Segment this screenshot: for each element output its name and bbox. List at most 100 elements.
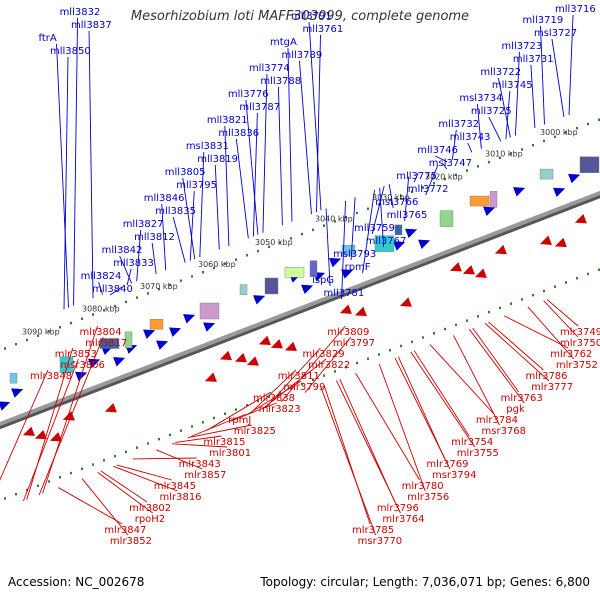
gene-label[interactable]: msl3734	[459, 93, 502, 104]
gene-label[interactable]: mll3765	[387, 210, 428, 221]
gene-label[interactable]: mll3791	[291, 11, 332, 22]
marker-dot-bottom	[48, 480, 50, 483]
gene-label[interactable]: mll3722	[480, 67, 521, 78]
gene-label[interactable]: msl3727	[534, 28, 577, 39]
gene-label[interactable]: mll3812	[134, 232, 175, 243]
gene-label[interactable]: mtgA	[270, 37, 297, 48]
gene-label[interactable]: mlr3755	[457, 448, 499, 459]
gene-label[interactable]: ispG	[312, 275, 334, 286]
gene-label[interactable]: mlr3762	[550, 349, 592, 360]
gene-label[interactable]: mlr3777	[531, 382, 573, 393]
gene-label[interactable]: rpoH2	[135, 514, 165, 525]
gene-label[interactable]: mlr3780	[402, 481, 444, 492]
gene-label[interactable]: mlr3785	[352, 525, 394, 536]
kbp-tick-label: 3020 kbp	[425, 172, 463, 181]
gene-label[interactable]: mlr3756	[407, 492, 449, 503]
gene-label[interactable]: msl3766	[375, 197, 418, 208]
feature-block	[239, 284, 248, 295]
gene-label[interactable]: mlr3853	[55, 349, 97, 360]
gene-label[interactable]: mlr3809	[327, 327, 369, 338]
gene-label[interactable]: mll3795	[176, 180, 217, 191]
gene-label[interactable]: mll3846	[144, 193, 185, 204]
gene-label[interactable]: mll3775	[396, 171, 437, 182]
gene-label[interactable]: mll3850	[50, 46, 91, 57]
gene-label[interactable]: msl3793	[333, 249, 376, 260]
gene-label[interactable]: msl3747	[429, 158, 472, 169]
gene-label[interactable]: mlr3801	[209, 448, 251, 459]
gene-label[interactable]: msr3806	[60, 360, 105, 371]
marker-dot-top	[356, 211, 358, 215]
gene-label[interactable]: mlr3822	[308, 360, 350, 371]
gene-label[interactable]: mll3819	[197, 154, 238, 165]
gene-label[interactable]: mlr3804	[80, 327, 122, 338]
gene-label[interactable]: rpmF	[345, 262, 371, 273]
gene-label[interactable]: msr3794	[432, 470, 477, 481]
gene-label[interactable]: mll3719	[522, 15, 563, 26]
gene-label[interactable]: mll3824	[81, 271, 122, 282]
gene-label[interactable]: mlr3857	[184, 470, 226, 481]
gene-label[interactable]: mll3789	[281, 50, 322, 61]
gene-label[interactable]: mll3772	[408, 184, 449, 195]
gene-label[interactable]: mll3837	[71, 20, 112, 31]
gene-label[interactable]: mll3788	[260, 76, 301, 87]
gene-label[interactable]: mlr3799	[283, 382, 325, 393]
reverse-gene-arrow	[258, 335, 271, 346]
feature-block	[489, 191, 498, 208]
gene-label[interactable]: mll3833	[113, 258, 154, 269]
gene-label[interactable]: msr3768	[482, 426, 527, 437]
gene-label[interactable]: mlr3838	[253, 393, 295, 404]
gene-label[interactable]: mll3781	[324, 288, 365, 299]
gene-label[interactable]: mlr3817	[85, 338, 127, 349]
gene-label[interactable]: mll3832	[60, 7, 101, 18]
gene-label[interactable]: mll3835	[155, 206, 196, 217]
gene-label[interactable]: rpmJ	[228, 415, 251, 426]
gene-label[interactable]: mlr3763	[501, 393, 543, 404]
gene-label-connector	[568, 14, 574, 115]
gene-label[interactable]: mlr3750	[560, 338, 600, 349]
gene-label[interactable]: mlr3852	[110, 536, 152, 547]
gene-label[interactable]: mll3842	[102, 245, 143, 256]
gene-label[interactable]: mll3745	[492, 80, 533, 91]
gene-label[interactable]: mll3827	[123, 219, 164, 230]
gene-label[interactable]: mlr3797	[333, 338, 375, 349]
gene-label[interactable]: mll3725	[471, 106, 512, 117]
gene-label[interactable]: mll3732	[438, 119, 479, 130]
gene-label[interactable]: mlr3802	[129, 503, 171, 514]
gene-label[interactable]: ftrA	[39, 33, 57, 44]
gene-label[interactable]: mlr3786	[525, 371, 567, 382]
gene-label[interactable]: mlr3847	[104, 525, 146, 536]
gene-label[interactable]: msl3831	[186, 141, 229, 152]
gene-label[interactable]: mlr3749	[560, 327, 600, 338]
gene-label[interactable]: mlr3829	[303, 349, 345, 360]
gene-label[interactable]: mlr3764	[382, 514, 424, 525]
gene-label[interactable]: mll3746	[417, 145, 458, 156]
gene-label[interactable]: mll3761	[303, 24, 344, 35]
marker-dot-bottom	[433, 332, 435, 335]
gene-label[interactable]: mll3787	[239, 102, 280, 113]
gene-label[interactable]: mlr3752	[556, 360, 598, 371]
gene-label[interactable]: mll3776	[228, 89, 269, 100]
gene-label[interactable]: pgk	[506, 404, 525, 415]
gene-label[interactable]: mll3723	[501, 41, 542, 52]
gene-label[interactable]: mlr3815	[203, 437, 245, 448]
gene-label[interactable]: mll3767	[366, 236, 407, 247]
gene-label[interactable]: mlr3825	[234, 426, 276, 437]
gene-label[interactable]: mlr3816	[159, 492, 201, 503]
gene-label[interactable]: mlr3823	[259, 404, 301, 415]
gene-label[interactable]: mll3759	[354, 223, 395, 234]
gene-label[interactable]: mlr3811	[278, 371, 320, 382]
gene-label[interactable]: mlr3848	[30, 371, 72, 382]
gene-label[interactable]: mll3774	[249, 63, 290, 74]
gene-label[interactable]: mll3840	[92, 284, 133, 295]
gene-label[interactable]: mll3805	[165, 167, 206, 178]
forward-gene-arrow-shape	[405, 228, 418, 239]
gene-label[interactable]: mll3836	[218, 128, 259, 139]
gene-label[interactable]: mll3716	[555, 4, 596, 15]
gene-label[interactable]: mll3731	[513, 54, 554, 65]
gene-label[interactable]: msr3770	[358, 536, 403, 547]
gene-label[interactable]: mlr3843	[179, 459, 221, 470]
gene-label[interactable]: mlr3845	[154, 481, 196, 492]
gene-label[interactable]: mll3743	[450, 132, 491, 143]
gene-label[interactable]: mll3821	[207, 115, 248, 126]
